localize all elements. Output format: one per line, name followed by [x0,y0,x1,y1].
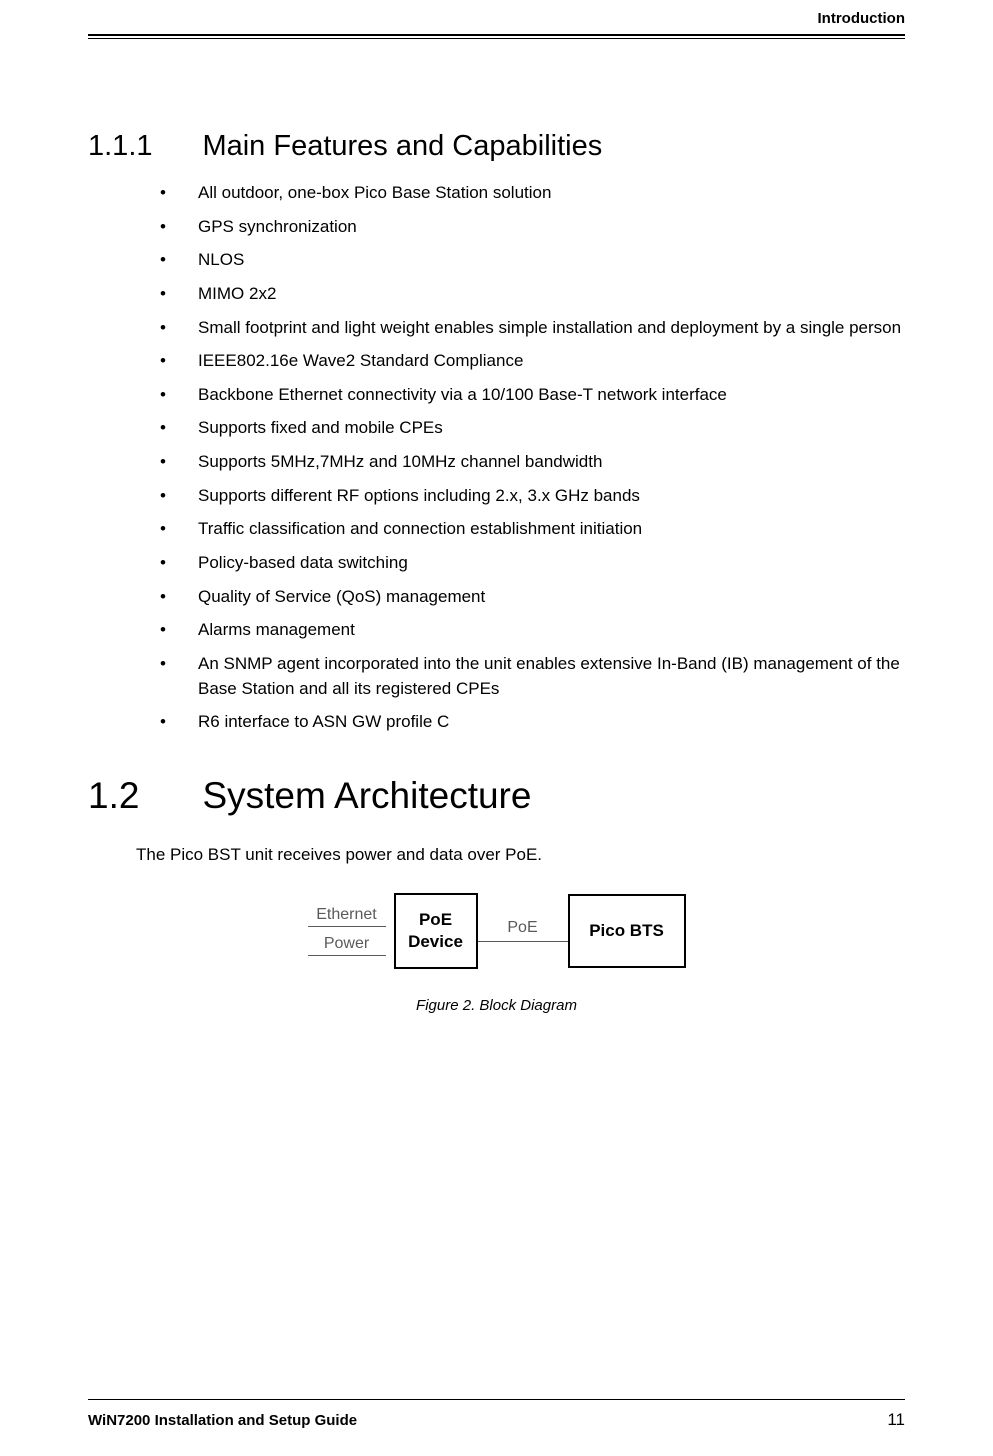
footer: WiN7200 Installation and Setup Guide 11 [88,1410,905,1430]
section-title-111: Main Features and Capabilities [202,130,602,163]
power-input: Power [308,935,386,956]
header-rule-top [88,34,905,36]
block-diagram-container: Ethernet Power PoE Device PoE [88,893,905,1014]
ethernet-input: Ethernet [308,906,386,927]
block-diagram: Ethernet Power PoE Device PoE [308,893,686,969]
power-label: Power [324,935,369,955]
figure-caption: Figure 2. Block Diagram [88,997,905,1014]
section-title-12: System Architecture [202,775,531,817]
list-item: All outdoor, one-box Pico Base Station s… [160,181,905,206]
section-1-2: 1.2 System Architecture The Pico BST uni… [88,775,905,1014]
header-rule-bottom [88,38,905,39]
list-item: Alarms management [160,618,905,643]
section-number-111: 1.1.1 [88,130,198,163]
list-item: Small footprint and light weight enables… [160,316,905,341]
page: Introduction 1.1.1 Main Features and Cap… [0,0,993,1456]
list-item: Supports fixed and mobile CPEs [160,416,905,441]
list-item: Policy-based data switching [160,551,905,576]
list-item: Supports different RF options including … [160,484,905,509]
list-item: IEEE802.16e Wave2 Standard Compliance [160,349,905,374]
poe-device-box: PoE Device [394,893,478,969]
content-area: 1.1.1 Main Features and Capabilities All… [88,130,905,1014]
poe-box-line2: Device [406,931,466,953]
list-item: Backbone Ethernet connectivity via a 10/… [160,383,905,408]
poe-box-line1: PoE [406,909,466,931]
section-body-12: The Pico BST unit receives power and dat… [136,845,905,865]
power-line [308,955,386,956]
ethernet-label: Ethernet [316,906,376,926]
poe-link-label: PoE [507,919,537,939]
diagram-inputs: Ethernet Power [308,906,386,956]
list-item: Traffic classification and connection es… [160,517,905,542]
list-item: R6 interface to ASN GW profile C [160,710,905,735]
poe-link: PoE [478,919,568,942]
ethernet-line [308,926,386,927]
section-heading-111: 1.1.1 Main Features and Capabilities [88,130,905,163]
list-item: Supports 5MHz,7MHz and 10MHz channel ban… [160,450,905,475]
running-header: Introduction [818,10,905,27]
section-number-12: 1.2 [88,775,198,817]
section-1-1-1: 1.1.1 Main Features and Capabilities All… [88,130,905,735]
section-heading-12: 1.2 System Architecture [88,775,905,817]
pico-bts-label: Pico BTS [580,920,674,942]
footer-rule [88,1399,905,1400]
list-item: An SNMP agent incorporated into the unit… [160,652,905,701]
footer-doc-title: WiN7200 Installation and Setup Guide [88,1412,357,1429]
list-item: MIMO 2x2 [160,282,905,307]
list-item: GPS synchronization [160,215,905,240]
features-list: All outdoor, one-box Pico Base Station s… [160,181,905,735]
list-item: Quality of Service (QoS) management [160,585,905,610]
pico-bts-box: Pico BTS [568,894,686,968]
poe-link-line [478,941,568,942]
footer-page-number: 11 [887,1410,905,1430]
list-item: NLOS [160,248,905,273]
